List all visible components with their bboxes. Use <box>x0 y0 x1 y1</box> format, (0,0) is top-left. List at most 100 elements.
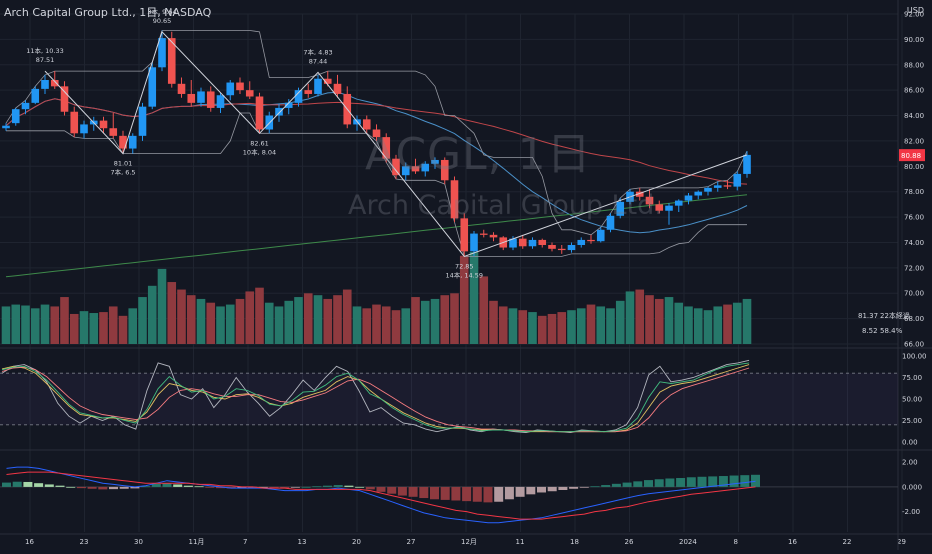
volume-bar <box>245 291 255 344</box>
volume-bar <box>138 297 147 344</box>
macd-histogram-bar <box>644 480 653 487</box>
candle-body <box>41 80 49 89</box>
volume-bar <box>625 291 635 344</box>
macd-histogram-bar <box>333 485 343 487</box>
watermark-name: Arch Capital Group Ltd. <box>348 190 663 221</box>
macd-histogram-bar <box>216 486 225 489</box>
candle-body <box>450 180 459 219</box>
volume-bar <box>225 304 235 344</box>
macd-histogram-bar <box>430 486 439 500</box>
candle-body <box>11 109 20 124</box>
volume-bar <box>147 285 157 344</box>
macd-histogram-bar <box>697 476 707 487</box>
candle-body <box>645 196 654 205</box>
volume-bar <box>50 306 60 344</box>
macd-histogram-bar <box>569 486 579 489</box>
macd-histogram-bar <box>355 486 365 488</box>
x-tick-label: 2024 <box>679 538 697 546</box>
volume-bar <box>440 295 450 344</box>
volume-bar <box>79 311 89 344</box>
candle-body <box>21 102 30 110</box>
candle-body <box>333 83 342 94</box>
oscillator-tick-label: 100.00 <box>902 353 927 361</box>
x-tick-label: 12月 <box>461 538 477 546</box>
candle-body <box>70 111 79 134</box>
candle-body <box>694 191 703 196</box>
macd-histogram-bar <box>183 485 193 487</box>
macd-histogram-bar <box>729 475 739 487</box>
candle-body <box>167 38 176 84</box>
volume-bar <box>99 312 108 344</box>
macd-histogram-bar <box>740 475 750 487</box>
macd-histogram-bar <box>98 486 108 490</box>
volume-bar <box>362 308 372 344</box>
volume-bar <box>489 300 498 344</box>
macd-histogram-bar <box>151 483 161 487</box>
volume-bar <box>596 306 606 344</box>
candle-body <box>255 96 264 130</box>
x-tick-label: 8 <box>734 538 738 546</box>
x-tick-label: 23 <box>80 538 89 546</box>
candle-body <box>80 124 88 134</box>
candle-body <box>284 102 293 108</box>
candle-body <box>431 159 439 164</box>
candle-body <box>635 191 644 197</box>
x-tick-label: 27 <box>407 538 416 546</box>
stat-label-2: 58.4% <box>880 327 903 335</box>
oscillator-line <box>1 364 750 433</box>
volume-bar <box>411 297 420 344</box>
volume-bar <box>664 297 674 344</box>
candle-body <box>655 204 664 211</box>
candle-body <box>440 159 449 181</box>
candle-body <box>596 229 605 242</box>
volume-bar <box>11 304 21 344</box>
ma-50-line <box>5 98 748 185</box>
volume-bar <box>576 308 586 344</box>
last-price-tag <box>899 149 925 162</box>
macd-histogram-bar <box>301 486 311 488</box>
macd-histogram-bar <box>76 486 86 489</box>
channel-upper-line <box>5 30 748 236</box>
stat-value-2: 8.52 <box>862 327 878 335</box>
macd-histogram-bar <box>462 486 472 502</box>
candle-body <box>509 238 517 248</box>
y-tick-label: 84.00 <box>904 112 924 120</box>
candle-body <box>158 38 166 68</box>
volume-bar <box>186 295 196 344</box>
volume-bar <box>450 293 459 344</box>
macd-histogram-bar <box>686 477 696 487</box>
candle-body <box>323 78 332 84</box>
currency-label: USD <box>906 6 924 15</box>
volume-bar <box>684 306 693 344</box>
macd-histogram-bar <box>344 485 354 487</box>
volume-bar <box>693 308 703 344</box>
candle-body <box>236 82 244 91</box>
y-tick-label: 78.00 <box>904 188 924 196</box>
candle-body <box>733 173 742 187</box>
candle-body <box>177 83 186 94</box>
x-tick-label: 11月 <box>189 538 205 546</box>
volume-bar <box>645 295 654 344</box>
macd-histogram-bar <box>547 486 557 492</box>
macd-histogram-bar <box>387 486 397 494</box>
candle-body <box>470 233 478 252</box>
macd-histogram-bar <box>526 486 536 495</box>
volume-bar <box>508 308 518 344</box>
volume-bar <box>313 295 323 344</box>
candle-body <box>577 239 586 245</box>
zigzag-annotation-bottom: 7本, 6.5 <box>110 168 135 177</box>
macd-histogram-bar <box>718 476 728 487</box>
macd-histogram-bar <box>665 478 675 487</box>
candle-body <box>704 187 712 192</box>
macd-histogram-bar <box>141 486 151 488</box>
volume-bar <box>118 315 128 344</box>
candle-body <box>245 90 254 97</box>
macd-histogram-bar <box>365 486 375 490</box>
macd-histogram-bar <box>87 486 97 489</box>
x-tick-label: 26 <box>625 538 634 546</box>
x-tick-label: 29 <box>897 538 906 546</box>
macd-histogram-bar <box>558 486 568 490</box>
x-tick-label: 13 <box>298 538 307 546</box>
